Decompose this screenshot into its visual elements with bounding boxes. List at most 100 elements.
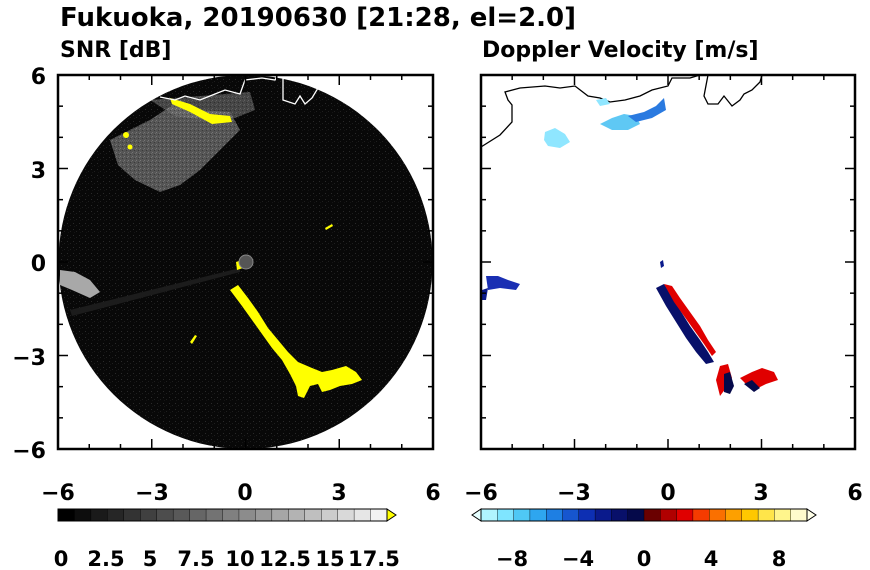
doppler-colorbar-swatch xyxy=(562,508,580,522)
doppler-colorbar-swatch xyxy=(594,508,612,522)
doppler-colorbar-tick-label: 4 xyxy=(704,547,719,570)
snr-colorbar-swatch xyxy=(172,508,191,522)
doppler-colorbar-tick-label: 0 xyxy=(637,547,652,570)
doppler-colorbar-over-arrow xyxy=(806,508,817,522)
doppler-x-tick-label: 0 xyxy=(660,481,675,506)
snr-colorbar-swatch xyxy=(337,508,355,522)
snr-echo-point xyxy=(190,335,197,344)
snr-colorbar-tick-label: 5 xyxy=(143,547,158,570)
snr-colorbar-swatch xyxy=(140,508,158,522)
snr-colorbar-swatch xyxy=(107,508,125,522)
doppler-colorbar-swatch xyxy=(480,508,498,522)
snr-x-tick-label: 0 xyxy=(237,481,252,506)
doppler-echo-squall-recede xyxy=(664,284,716,356)
snr-colorbar-tick-label: 7.5 xyxy=(177,547,214,570)
doppler-echo-squall-east xyxy=(740,368,778,390)
snr-colorbar-swatch xyxy=(222,508,240,522)
doppler-echo-squall-east-edge xyxy=(744,380,760,392)
doppler-echo-west xyxy=(486,276,520,290)
radar-site-marker xyxy=(238,254,254,270)
snr-echo-point xyxy=(127,144,133,150)
snr-colorbar-tick-label: 17.5 xyxy=(348,547,400,570)
doppler-colorbar-tick-label: 8 xyxy=(772,547,787,570)
snr-colorbar-swatch xyxy=(57,508,75,522)
doppler-tick-marks xyxy=(480,74,856,450)
snr-coastline xyxy=(159,75,331,105)
snr-echo-clutter-northwest xyxy=(110,100,240,192)
doppler-colorbar-frame xyxy=(480,508,808,522)
snr-colorbar-swatch xyxy=(353,508,372,522)
snr-y-tick-label: 3 xyxy=(31,159,46,184)
snr-beam-streak xyxy=(70,268,240,316)
doppler-colorbar-swatch xyxy=(627,508,645,522)
snr-y-tick-label: 0 xyxy=(31,252,46,277)
snr-colorbar-swatch xyxy=(90,508,108,522)
snr-x-tick-label: 6 xyxy=(425,481,440,506)
snr-x-tick-label: −3 xyxy=(135,481,169,506)
snr-colorbar-swatch xyxy=(156,508,174,522)
doppler-echo-point xyxy=(660,260,664,268)
doppler-colorbar-swatch xyxy=(529,508,547,522)
snr-colorbar-frame xyxy=(57,508,388,522)
snr-echo-north-coast xyxy=(170,98,232,124)
doppler-echo-north-east xyxy=(628,98,666,122)
snr-colorbar-swatch xyxy=(288,508,306,522)
doppler-colorbar-swatch xyxy=(513,508,531,522)
snr-colorbar xyxy=(57,508,397,522)
snr-colorbar-swatch xyxy=(321,508,339,522)
snr-echo-point xyxy=(325,224,333,230)
doppler-plot-area xyxy=(481,75,778,396)
snr-colorbar-swatch xyxy=(205,508,224,522)
snr-x-tick-label: 3 xyxy=(331,481,346,506)
snr-colorbar-swatch xyxy=(74,508,92,522)
doppler-echo-squall-south-edge xyxy=(724,372,734,394)
doppler-echo-north-point xyxy=(596,98,610,106)
doppler-colorbar-swatch xyxy=(643,508,661,522)
doppler-colorbar-swatch xyxy=(757,508,775,522)
doppler-colorbar-swatch xyxy=(774,508,792,522)
snr-colorbar-over-arrow xyxy=(386,508,397,522)
doppler-colorbar-swatch xyxy=(676,508,694,522)
snr-panel-label: SNR [dB] xyxy=(60,38,171,63)
doppler-coastline xyxy=(481,75,763,148)
snr-panel: SNR [dB] xyxy=(12,38,440,570)
snr-echo-point xyxy=(123,132,129,138)
doppler-axes-frame xyxy=(479,73,857,451)
doppler-x-tick-label: −3 xyxy=(557,481,591,506)
doppler-colorbar-swatch xyxy=(741,508,759,522)
snr-colorbar-tick-label: 12.5 xyxy=(259,547,311,570)
doppler-colorbar-swatch xyxy=(790,508,808,522)
snr-tick-marks xyxy=(57,74,434,450)
doppler-echo-north-west xyxy=(544,128,570,148)
doppler-echo-north-mid xyxy=(600,114,640,130)
doppler-colorbar-tick-label: −4 xyxy=(562,547,594,570)
snr-colorbar-tick-label: 10 xyxy=(225,547,254,570)
doppler-colorbar-swatch xyxy=(578,508,596,522)
snr-colorbar-swatch xyxy=(123,508,141,522)
doppler-colorbar-swatch xyxy=(725,508,743,522)
snr-plot-area xyxy=(58,75,433,449)
doppler-x-tick-label: −6 xyxy=(464,481,498,506)
snr-colorbar-tick-label: 15 xyxy=(315,547,344,570)
doppler-colorbar-tick-label: −8 xyxy=(496,547,528,570)
doppler-colorbar xyxy=(471,508,817,522)
doppler-x-tick-label: 6 xyxy=(847,481,862,506)
snr-colorbar-swatch xyxy=(189,508,207,522)
doppler-echo-west-edge xyxy=(482,288,488,300)
snr-colorbar-tick-label: 2.5 xyxy=(87,547,124,570)
doppler-colorbar-swatch xyxy=(611,508,629,522)
snr-y-tick-label: −6 xyxy=(12,439,46,464)
snr-echo-clutter-west xyxy=(60,270,100,298)
doppler-panel-label: Doppler Velocity [m/s] xyxy=(482,38,759,63)
snr-colorbar-swatch xyxy=(255,508,273,522)
snr-colorbar-swatch xyxy=(238,508,256,522)
snr-colorbar-swatch xyxy=(370,508,388,522)
snr-x-tick-label: −6 xyxy=(41,481,75,506)
snr-y-tick-label: −3 xyxy=(12,346,46,371)
doppler-colorbar-swatch xyxy=(709,508,727,522)
snr-echo-squall-line xyxy=(230,285,362,398)
snr-colorbar-swatch xyxy=(304,508,322,522)
doppler-colorbar-swatch xyxy=(692,508,710,522)
doppler-colorbar-swatch xyxy=(546,508,564,522)
